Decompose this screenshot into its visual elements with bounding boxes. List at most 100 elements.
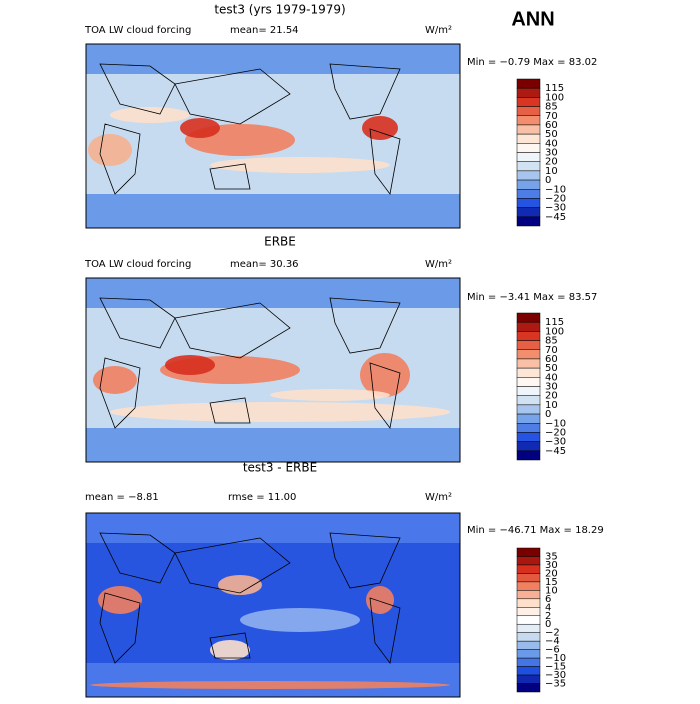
colorbar-label: 10 bbox=[545, 585, 558, 596]
map-field bbox=[98, 586, 142, 614]
colorbar-box bbox=[516, 547, 541, 557]
colorbar-label: 10 bbox=[545, 400, 558, 411]
colorbar-label: −30 bbox=[545, 670, 566, 681]
map-coastline bbox=[209, 632, 251, 659]
panel-unit: W/m² bbox=[425, 259, 452, 270]
colorbar-label: 0 bbox=[545, 619, 551, 630]
colorbar-box bbox=[516, 349, 541, 360]
colorbar-label: 4 bbox=[545, 602, 551, 613]
colorbar-label: −30 bbox=[545, 437, 566, 448]
colorbar-label: 10 bbox=[545, 166, 558, 177]
colorbar-label: 70 bbox=[545, 345, 558, 356]
colorbar-box bbox=[516, 441, 541, 452]
colorbar-box bbox=[516, 640, 541, 650]
colorbar-label: 115 bbox=[545, 317, 564, 328]
panel-unit: W/m² bbox=[425, 25, 452, 36]
panel-middle-label: mean= 30.36 bbox=[230, 259, 299, 270]
colorbar-label: −30 bbox=[545, 203, 566, 214]
colorbar-label: 20 bbox=[545, 157, 558, 168]
map-coastline bbox=[209, 397, 251, 424]
colorbar-label: −35 bbox=[545, 679, 566, 690]
map-field bbox=[165, 355, 215, 375]
colorbar-box bbox=[516, 450, 541, 461]
colorbar-box bbox=[516, 216, 541, 227]
map-frame bbox=[85, 43, 461, 229]
colorbar-box bbox=[516, 666, 541, 676]
colorbar-box bbox=[516, 674, 541, 684]
colorbar-label: −20 bbox=[545, 427, 566, 438]
map-field bbox=[88, 134, 132, 166]
colorbar-label: 40 bbox=[545, 372, 558, 383]
colorbar-label: −10 bbox=[545, 653, 566, 664]
colorbar-box bbox=[516, 556, 541, 566]
colorbar-box bbox=[516, 152, 541, 162]
colorbar-label: 30 bbox=[545, 560, 558, 571]
map-frame bbox=[85, 512, 461, 698]
panel-middle-label: mean= 21.54 bbox=[230, 25, 299, 36]
map-coastline bbox=[99, 532, 176, 584]
colorbar-label: 15 bbox=[545, 577, 558, 588]
colorbar-box bbox=[516, 649, 541, 659]
colorbar-box bbox=[516, 312, 541, 323]
colorbar-label: 85 bbox=[545, 336, 558, 347]
panel-left-label: TOA LW cloud forcing bbox=[84, 259, 191, 270]
colorbar-box bbox=[516, 607, 541, 617]
panel-range: Min = −0.79 Max = 83.02 bbox=[467, 57, 597, 68]
map-polar-north bbox=[86, 513, 460, 543]
panel-range: Min = −3.41 Max = 83.57 bbox=[467, 292, 597, 303]
map-coastline bbox=[329, 63, 401, 120]
colorbar-box bbox=[516, 87, 541, 98]
colorbar-box bbox=[516, 78, 541, 89]
colorbar-box bbox=[516, 404, 541, 415]
colorbar-label: 0 bbox=[545, 409, 551, 420]
colorbar-label: 115 bbox=[545, 83, 564, 94]
panel-left-label: mean = −8.81 bbox=[85, 492, 159, 503]
colorbar-label: −10 bbox=[545, 418, 566, 429]
panel-unit: W/m² bbox=[425, 492, 452, 503]
colorbar-box bbox=[516, 143, 541, 153]
colorbar-box bbox=[516, 590, 541, 600]
map-coastline bbox=[174, 68, 291, 125]
colorbar-label: −20 bbox=[545, 193, 566, 204]
map-coastline bbox=[99, 123, 141, 195]
panel-left-label: TOA LW cloud forcing bbox=[84, 25, 191, 36]
colorbar-box bbox=[516, 564, 541, 574]
panel-range: Min = −46.71 Max = 18.29 bbox=[467, 525, 604, 536]
colorbar-box bbox=[516, 170, 541, 181]
colorbar-box bbox=[516, 124, 541, 135]
season-label: ANN bbox=[511, 8, 554, 30]
colorbar-box bbox=[516, 198, 541, 208]
map-coastline bbox=[329, 532, 401, 589]
map-field bbox=[90, 681, 450, 689]
colorbar-label: 35 bbox=[545, 551, 558, 562]
map-coastline bbox=[329, 297, 401, 354]
panel-title: test3 (yrs 1979-1979) bbox=[214, 3, 345, 17]
colorbar-box bbox=[516, 598, 541, 608]
colorbar-label: 2 bbox=[545, 611, 551, 622]
map-frame bbox=[85, 277, 461, 463]
colorbar-box bbox=[516, 581, 541, 591]
map-field bbox=[110, 107, 190, 123]
panel-middle-label: rmse = 11.00 bbox=[228, 492, 296, 503]
map-polar-north bbox=[86, 44, 460, 74]
colorbar-box bbox=[516, 623, 541, 633]
colorbar-box bbox=[516, 573, 541, 583]
colorbar-box bbox=[516, 413, 541, 424]
map-coastline bbox=[369, 597, 401, 664]
map-field bbox=[366, 586, 394, 614]
colorbar-label: 20 bbox=[545, 391, 558, 402]
colorbar-box bbox=[516, 133, 541, 144]
map-coastline bbox=[369, 362, 401, 429]
colorbar-box bbox=[516, 106, 541, 116]
colorbar-label: −15 bbox=[545, 662, 566, 673]
colorbar-box bbox=[516, 432, 541, 442]
map-polar-south bbox=[86, 428, 460, 462]
colorbar-label: 50 bbox=[545, 363, 558, 374]
map-field bbox=[180, 118, 220, 138]
map-coastline bbox=[99, 357, 141, 429]
colorbar-box bbox=[516, 161, 541, 172]
map-coastline bbox=[174, 537, 291, 594]
map-field bbox=[218, 575, 262, 595]
colorbar-box bbox=[516, 657, 541, 667]
